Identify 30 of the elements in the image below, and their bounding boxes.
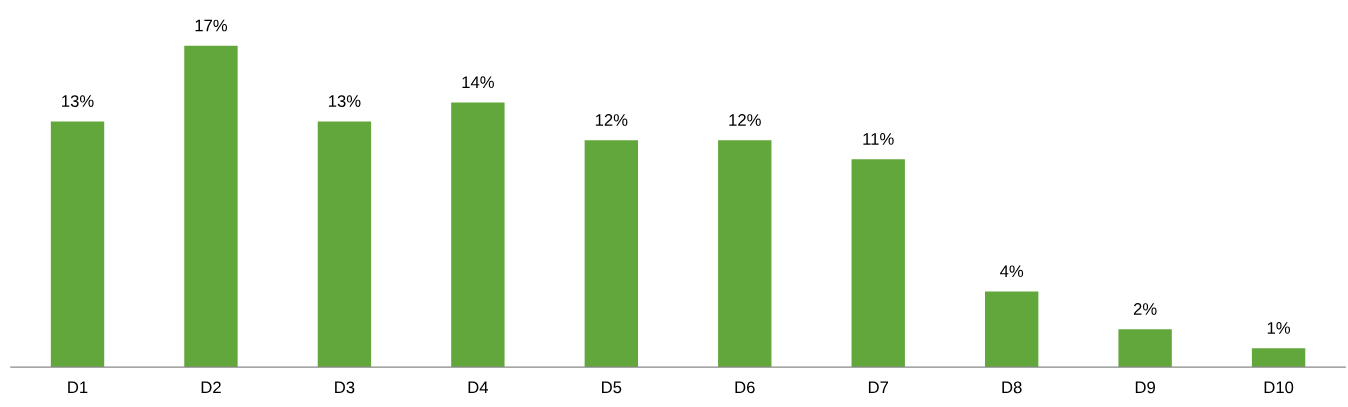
bar <box>1251 348 1306 368</box>
data-label: 12% <box>595 114 628 126</box>
x-tick-label: D3 <box>335 381 355 394</box>
data-label: 13% <box>329 95 361 107</box>
bar <box>984 291 1039 368</box>
bar <box>50 121 105 368</box>
bar <box>317 121 372 368</box>
data-label: 13% <box>62 95 94 107</box>
data-label: 14% <box>462 76 494 89</box>
x-tick-label: D7 <box>868 381 889 394</box>
bar <box>584 140 639 368</box>
x-tick-label: D4 <box>468 381 489 394</box>
bar <box>184 45 238 368</box>
x-tick-label: D5 <box>602 381 622 394</box>
x-tick-label: D1 <box>68 381 88 394</box>
data-label: 2% <box>1133 303 1157 315</box>
data-label: 12% <box>729 114 761 126</box>
x-tick-label: D9 <box>1135 381 1155 394</box>
x-tick-label: D10 <box>1264 381 1294 394</box>
bar <box>718 140 772 368</box>
bar <box>851 159 905 368</box>
data-label: 11% <box>863 133 894 145</box>
bar <box>1118 329 1172 368</box>
x-tick-label: D6 <box>735 381 755 394</box>
bar <box>451 102 505 368</box>
data-label: 1% <box>1267 322 1291 334</box>
data-label: 4% <box>1000 265 1024 278</box>
x-tick-label: D2 <box>201 381 221 394</box>
x-tick-label: D8 <box>1002 381 1022 394</box>
data-label: 17% <box>195 19 228 32</box>
